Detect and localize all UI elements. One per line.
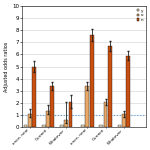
Bar bbox=[42, 125, 46, 127]
Bar bbox=[90, 35, 94, 127]
Bar bbox=[99, 125, 103, 127]
Bar bbox=[64, 120, 68, 127]
Bar bbox=[46, 111, 50, 127]
Bar bbox=[24, 125, 27, 127]
Bar bbox=[28, 114, 32, 127]
Bar bbox=[32, 66, 36, 127]
Bar bbox=[108, 46, 112, 127]
Bar bbox=[118, 125, 121, 127]
Bar bbox=[69, 102, 72, 127]
Bar bbox=[81, 125, 85, 127]
Y-axis label: Adjusted odds ratios: Adjusted odds ratios bbox=[4, 41, 9, 92]
Bar bbox=[60, 125, 64, 127]
Bar bbox=[85, 86, 89, 127]
Bar bbox=[50, 86, 54, 127]
Bar bbox=[104, 102, 108, 127]
Legend: y, o, n: y, o, n bbox=[136, 8, 144, 22]
Bar bbox=[126, 56, 130, 127]
Bar bbox=[122, 114, 126, 127]
